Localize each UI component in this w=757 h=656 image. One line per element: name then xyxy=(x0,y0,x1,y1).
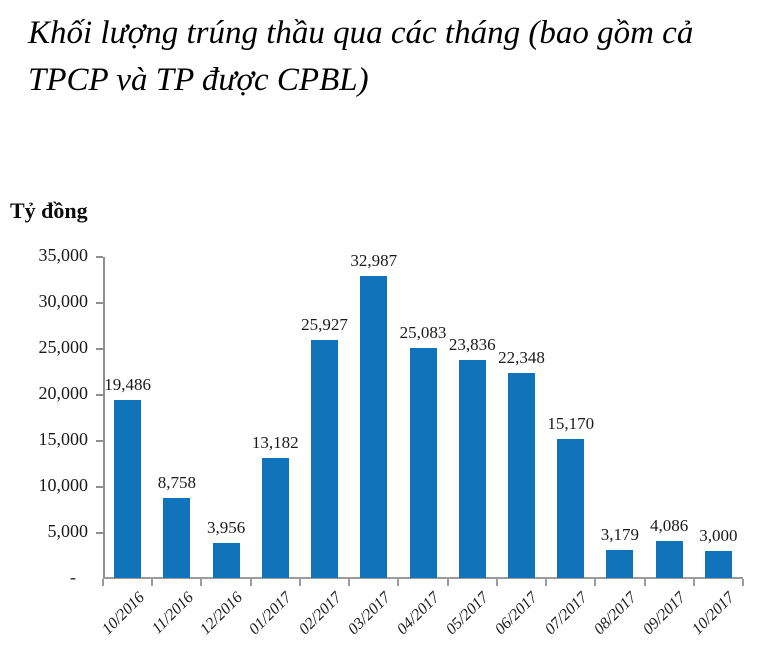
bar-07/2017 xyxy=(557,439,585,578)
x-axis-tick xyxy=(742,579,744,586)
x-axis-label: 02/2017 xyxy=(295,589,345,639)
bar-value-label: 15,170 xyxy=(547,414,595,434)
x-axis-label: 01/2017 xyxy=(246,589,296,639)
x-axis-tick xyxy=(594,579,597,586)
bar-value-label: 8,758 xyxy=(157,473,196,493)
x-axis-label: 10/2017 xyxy=(689,589,739,639)
x-axis-label: 10/2016 xyxy=(98,589,148,639)
x-axis-label: 08/2017 xyxy=(590,589,640,639)
bar-04/2017 xyxy=(409,348,437,578)
bar-value-label: 19,486 xyxy=(104,374,151,394)
y-axis-tick-label: 20,000 xyxy=(38,383,89,403)
x-axis-tick xyxy=(692,579,695,586)
bar-11/2016 xyxy=(163,498,191,578)
bar-05/2017 xyxy=(458,359,486,578)
bar-08/2017 xyxy=(606,549,634,578)
bar-01/2017 xyxy=(261,457,289,578)
y-axis-tick xyxy=(96,440,103,442)
y-axis-tick xyxy=(96,394,103,396)
chart-title: Khối lượng trúng thầu qua các tháng (bao… xyxy=(28,15,694,98)
x-axis-label: 04/2017 xyxy=(393,589,444,639)
x-axis-tick xyxy=(397,579,400,586)
x-axis-label: 09/2017 xyxy=(640,589,690,639)
y-axis-tick-label: 10,000 xyxy=(38,475,89,495)
y-axis-tick xyxy=(96,532,103,534)
bar-02/2017 xyxy=(311,340,339,578)
bar-value-label: 23,836 xyxy=(448,334,496,354)
y-axis-tick xyxy=(96,256,103,258)
y-axis-tick-label: 25,000 xyxy=(38,337,89,357)
y-axis-tick xyxy=(96,486,103,488)
y-axis-tick-label: - xyxy=(70,567,76,587)
x-axis-tick xyxy=(495,579,498,586)
y-axis-tick-label: 5,000 xyxy=(47,521,89,541)
bar-03/2017 xyxy=(360,275,388,578)
y-axis-tick xyxy=(96,302,103,304)
x-axis-tick xyxy=(200,579,203,586)
x-axis-label: 12/2016 xyxy=(196,589,247,639)
x-axis-label: 11/2016 xyxy=(148,589,197,638)
x-axis-tick xyxy=(298,579,301,586)
bar-value-label: 3,956 xyxy=(206,517,246,537)
y-axis-tick xyxy=(96,348,103,350)
bar-value-label: 22,348 xyxy=(498,348,545,368)
y-axis-tick-label: 30,000 xyxy=(38,291,89,311)
x-axis-tick xyxy=(102,579,104,586)
x-axis-tick xyxy=(446,579,449,586)
plot-area xyxy=(103,257,743,579)
bar-10/2017 xyxy=(704,551,732,578)
x-axis-label: 06/2017 xyxy=(492,589,542,639)
bar-06/2017 xyxy=(507,373,535,578)
x-axis-label: 05/2017 xyxy=(443,589,493,639)
bar-09/2017 xyxy=(655,541,683,578)
x-axis-tick xyxy=(348,579,351,586)
x-axis-tick xyxy=(249,579,252,586)
bar-value-label: 25,927 xyxy=(301,315,348,335)
bar-value-label: 32,987 xyxy=(350,250,398,270)
bar-value-label: 4,086 xyxy=(650,516,689,536)
bar-10/2016 xyxy=(114,399,142,578)
bar-12/2016 xyxy=(212,542,240,578)
bar-value-label: 25,083 xyxy=(399,323,447,343)
x-axis-tick xyxy=(545,579,548,586)
x-axis-label: 03/2017 xyxy=(344,589,394,639)
x-axis-label: 07/2017 xyxy=(541,589,591,639)
bar-value-label: 3,179 xyxy=(600,524,640,544)
x-axis-tick xyxy=(151,579,154,586)
y-axis-tick-label: 15,000 xyxy=(38,429,89,449)
y-axis-unit-label: Tỷ đồng xyxy=(10,198,88,223)
y-axis-tick-label: 35,000 xyxy=(38,245,89,265)
x-axis-tick xyxy=(643,579,646,586)
bar-value-label: 13,182 xyxy=(251,432,299,452)
bar-value-label: 3,000 xyxy=(699,526,738,546)
